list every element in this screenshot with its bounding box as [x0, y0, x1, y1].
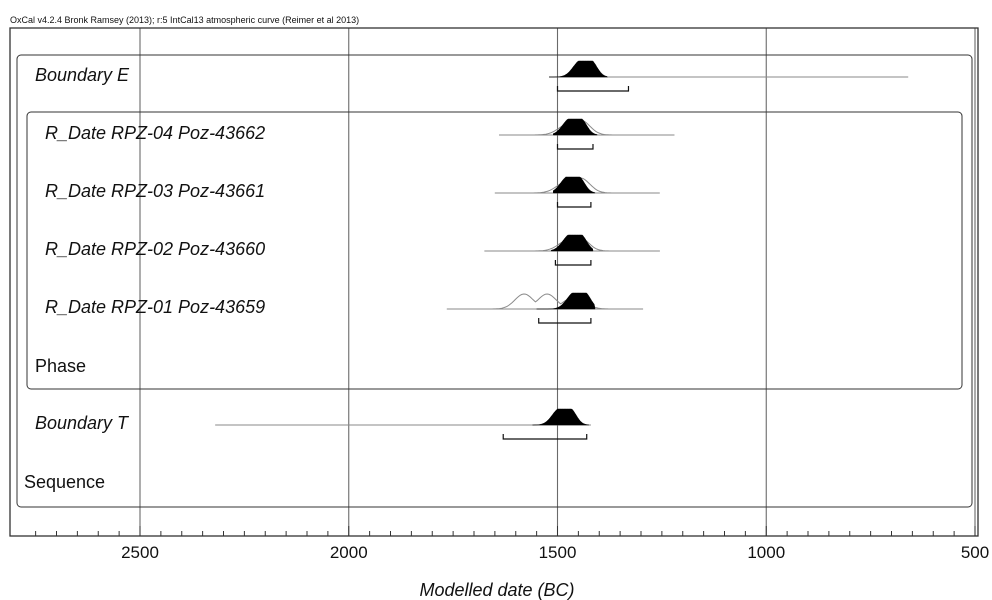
x-tick-label-1500: 1500: [539, 543, 577, 562]
x-tick-label-2000: 2000: [330, 543, 368, 562]
posterior-distribution: [553, 118, 598, 136]
posterior-distribution: [553, 176, 596, 194]
plot-item: Boundary E: [35, 60, 909, 92]
posterior-distribution: [550, 234, 594, 252]
sequence-box: [16, 54, 973, 508]
plot-item: Boundary T: [35, 408, 591, 440]
item-label: R_Date RPZ-04 Poz-43662: [45, 123, 265, 143]
posterior-distribution: [549, 60, 609, 78]
chart-header-text: OxCal v4.2.4 Bronk Ramsey (2013); r:5 In…: [10, 15, 359, 25]
hpd-range-bracket: [538, 318, 592, 324]
phase-box: [26, 111, 963, 390]
x-axis-label: Modelled date (BC): [419, 580, 574, 600]
plot-item: R_Date RPZ-01 Poz-43659: [45, 292, 644, 324]
grid-layer: [139, 28, 976, 536]
group-label: Sequence: [24, 472, 105, 492]
plot-item: R_Date RPZ-04 Poz-43662: [45, 118, 675, 150]
hpd-range-bracket: [556, 144, 594, 150]
plot-frame: [9, 27, 979, 537]
item-label: R_Date RPZ-02 Poz-43660: [45, 239, 265, 259]
posterior-distribution: [532, 408, 590, 426]
plot-item: R_Date RPZ-03 Poz-43661: [45, 176, 660, 208]
x-axis: 2500 2000 1500 1000 500: [35, 526, 989, 562]
plot-item: R_Date RPZ-02 Poz-43660: [45, 234, 660, 266]
item-label: Boundary T: [35, 413, 130, 433]
group-label: Phase: [35, 356, 86, 376]
items-layer: Boundary E R_Date RPZ-04 Poz-43662 R_Date …: [24, 60, 909, 492]
item-label: R_Date RPZ-03 Poz-43661: [45, 181, 265, 201]
x-tick-label-1000: 1000: [747, 543, 785, 562]
x-tick-label-2500: 2500: [121, 543, 159, 562]
prior-distribution: [446, 293, 643, 310]
item-label: R_Date RPZ-01 Poz-43659: [45, 297, 265, 317]
prior-distribution: [499, 119, 675, 136]
hpd-range-bracket: [554, 260, 592, 266]
item-label: Boundary E: [35, 65, 130, 85]
posterior-distribution: [536, 292, 596, 310]
hpd-range-bracket: [556, 86, 630, 92]
hpd-range-bracket: [502, 434, 588, 440]
x-tick-label-500: 500: [961, 543, 989, 562]
hpd-range-bracket: [556, 202, 592, 208]
